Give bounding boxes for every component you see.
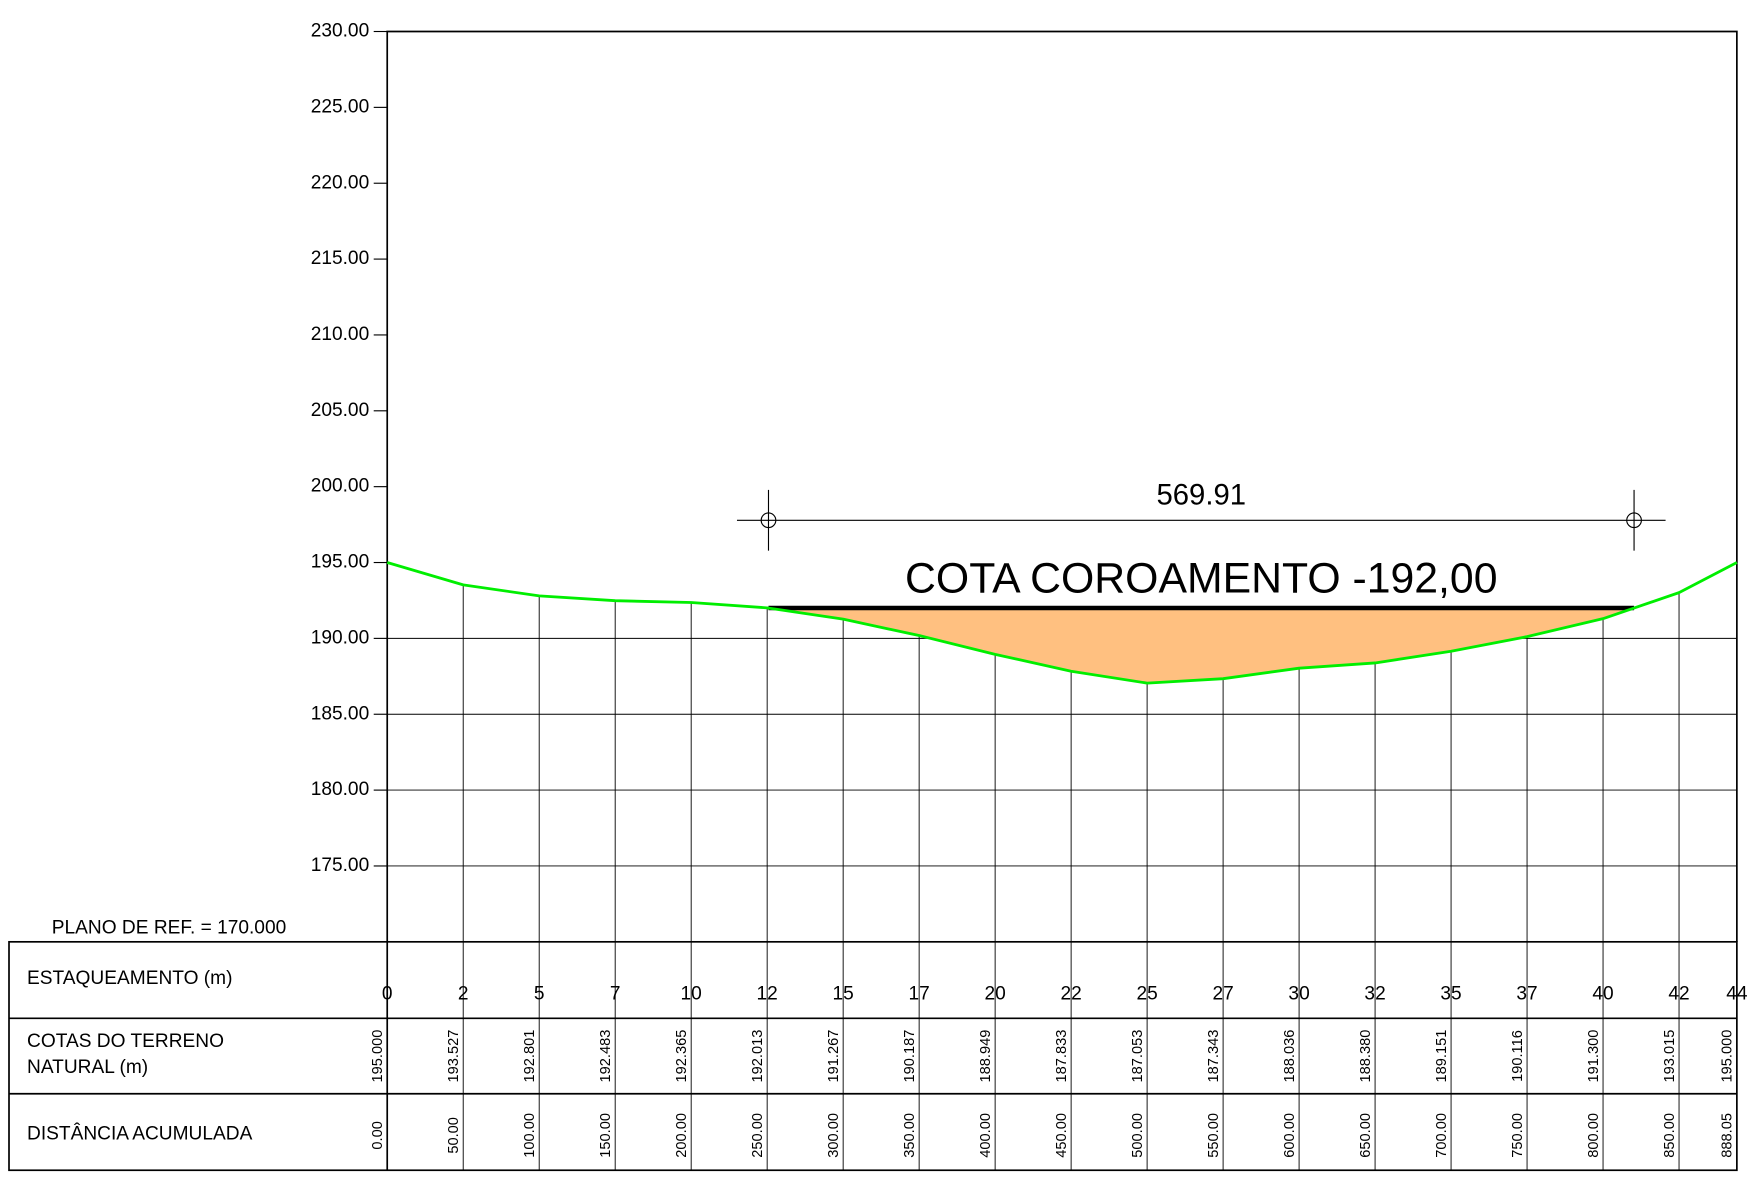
grid	[387, 562, 1737, 867]
terrain-line	[386, 561, 1738, 685]
table-border	[8, 940, 1738, 1172]
distance-label: 450.00	[1054, 1113, 1070, 1158]
elevation-label: 188.949	[978, 1030, 994, 1083]
station-label: 42	[1668, 984, 1689, 1005]
distance-label: 888.05	[1720, 1113, 1736, 1158]
elevation-label: 190.116	[1510, 1030, 1526, 1082]
y-tick-label: 225.00	[311, 96, 370, 117]
station-label: 15	[833, 984, 854, 1005]
distance-label: 650.00	[1358, 1113, 1374, 1158]
elevation-label: 193.015	[1662, 1030, 1678, 1083]
distance-label: 50.00	[446, 1117, 462, 1154]
y-tick-label: 215.00	[311, 248, 370, 269]
station-label: 5	[534, 984, 545, 1005]
elevation-label: 188.036	[1282, 1030, 1298, 1083]
elevation-label: 195.000	[370, 1030, 386, 1083]
elevation-label: 191.300	[1586, 1030, 1602, 1083]
elevation-label: 190.187	[902, 1030, 918, 1083]
distance-label: 700.00	[1434, 1113, 1450, 1158]
station-label: 20	[984, 984, 1005, 1005]
distance-label: 250.00	[750, 1113, 766, 1158]
elevation-label: 195.000	[1720, 1030, 1736, 1083]
distance-label: 500.00	[1130, 1113, 1146, 1158]
station-label: 2	[458, 984, 469, 1005]
distance-label: 0.00	[370, 1121, 386, 1149]
row-label: DISTÂNCIA ACUMULADA	[27, 1123, 253, 1144]
dimension-marker	[1626, 512, 1642, 529]
distance-label: 800.00	[1586, 1113, 1602, 1158]
plot-border	[386, 30, 1738, 1171]
row-label: NATURAL (m)	[27, 1057, 148, 1078]
elevation-label: 192.013	[750, 1030, 766, 1083]
y-tick-label: 220.00	[311, 172, 370, 193]
y-tick-label: 180.00	[311, 779, 370, 800]
elevation-label: 189.151	[1434, 1030, 1450, 1083]
station-label: 17	[909, 984, 930, 1005]
y-tick-label: 230.00	[311, 21, 370, 42]
y-tick-label: 190.00	[311, 627, 370, 648]
dimension-label: 569.91	[1157, 479, 1246, 511]
elevation-label: 188.380	[1358, 1030, 1374, 1083]
y-tick-label: 200.00	[311, 476, 370, 497]
y-tick-label: 185.00	[311, 703, 370, 724]
distance-label: 600.00	[1282, 1113, 1298, 1158]
station-label: 7	[610, 984, 621, 1005]
elevation-label: 192.801	[522, 1030, 538, 1083]
distance-label: 100.00	[522, 1113, 538, 1158]
station-label: 32	[1364, 984, 1385, 1005]
y-tick-label: 205.00	[311, 400, 370, 421]
distance-label: 850.00	[1662, 1113, 1678, 1158]
station-label: 22	[1060, 984, 1081, 1005]
distance-label: 200.00	[674, 1113, 690, 1158]
dimension-marker	[760, 512, 777, 529]
distance-label: 300.00	[826, 1113, 842, 1158]
station-label: 10	[681, 984, 702, 1005]
elevation-label: 193.527	[446, 1030, 462, 1083]
distance-label: 150.00	[598, 1113, 614, 1158]
station-label: 25	[1136, 984, 1157, 1005]
station-label: 27	[1212, 984, 1233, 1005]
elevation-label: 192.483	[598, 1030, 614, 1083]
station-label: 35	[1440, 984, 1461, 1005]
distance-label: 350.00	[902, 1113, 918, 1158]
distance-label: 750.00	[1510, 1113, 1526, 1158]
y-tick-label: 195.00	[311, 552, 370, 573]
row-label: COTAS DO TERRENO	[27, 1031, 224, 1052]
station-label: 37	[1516, 984, 1537, 1005]
elevation-label: 187.833	[1054, 1030, 1070, 1083]
row-label: ESTAQUEAMENTO (m)	[27, 968, 232, 989]
elevation-label: 187.343	[1206, 1030, 1222, 1083]
station-label: 40	[1592, 984, 1613, 1005]
station-label: 30	[1288, 984, 1309, 1005]
y-tick-label: 210.00	[311, 324, 370, 345]
y-tick-label: 175.00	[311, 855, 370, 876]
distance-label: 400.00	[978, 1113, 994, 1158]
elevation-label: 187.053	[1130, 1030, 1146, 1083]
reference-plane: PLANO DE REF. = 170.000	[52, 917, 286, 938]
crest-label: COTA COROAMENTO -192,00	[905, 554, 1497, 602]
distance-label: 550.00	[1206, 1113, 1222, 1158]
reservoir-fill	[768, 608, 1635, 684]
elevation-label: 192.365	[674, 1030, 690, 1083]
station-label: 12	[757, 984, 778, 1005]
elevation-label: 191.267	[826, 1030, 842, 1083]
